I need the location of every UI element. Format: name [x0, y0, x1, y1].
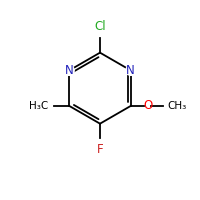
- Circle shape: [64, 65, 74, 75]
- Text: H₃C: H₃C: [29, 101, 48, 111]
- Text: O: O: [143, 99, 152, 112]
- Text: N: N: [126, 64, 135, 77]
- Circle shape: [126, 65, 136, 75]
- Text: CH₃: CH₃: [167, 101, 186, 111]
- Text: Cl: Cl: [94, 20, 106, 33]
- Text: N: N: [65, 64, 74, 77]
- Text: F: F: [97, 143, 103, 156]
